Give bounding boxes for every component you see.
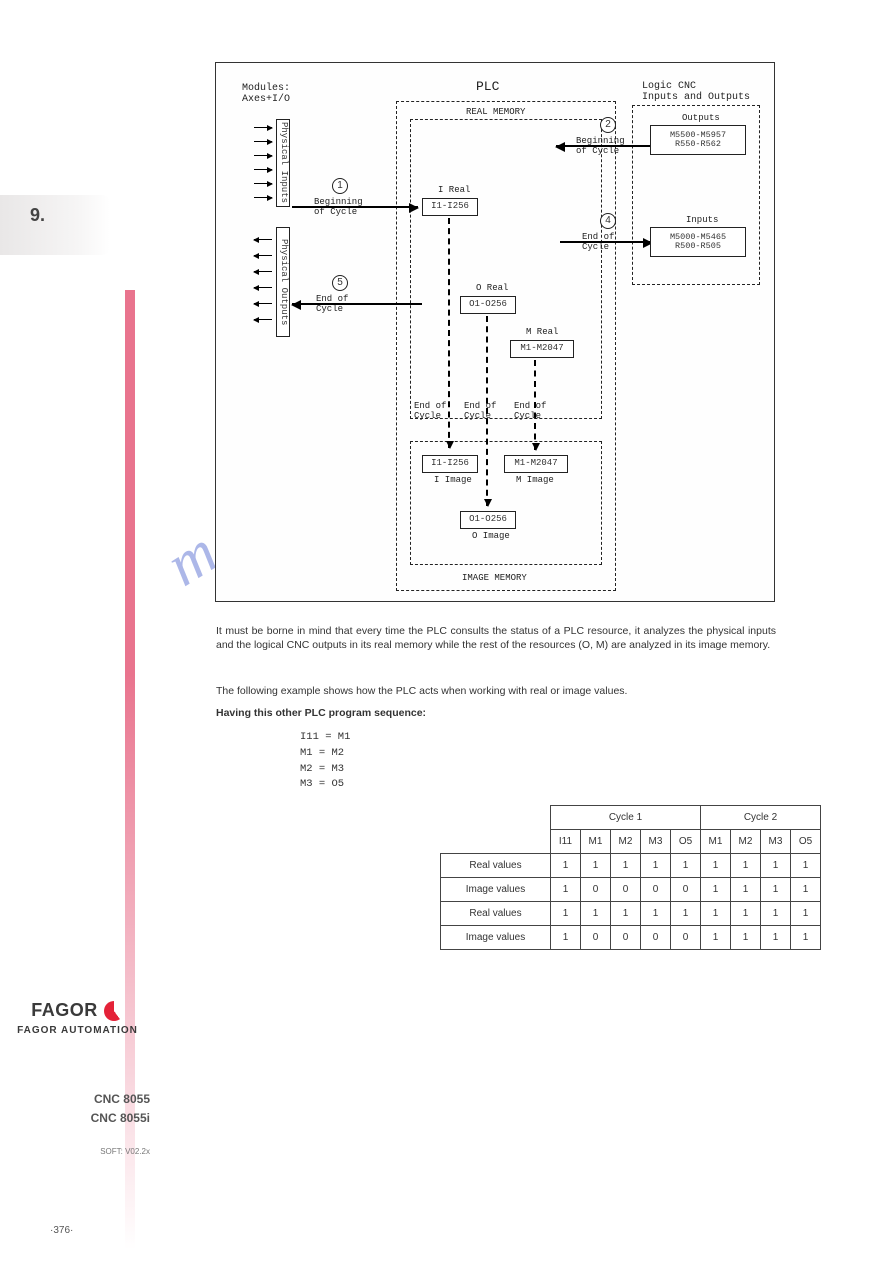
m-real-box: M1-M2047 — [510, 340, 574, 358]
input-arrow — [254, 197, 272, 198]
physical-outputs-label: Physical Outputs — [278, 239, 288, 325]
seq-line: M3 = O5 — [300, 777, 500, 793]
real-memory-label: REAL MEMORY — [466, 107, 525, 117]
physical-outputs-strip: Physical Outputs — [276, 227, 290, 337]
footer-info: CNC 8055 CNC 8055i SOFT: V02.2x — [0, 1090, 150, 1159]
m-real-label: M Real — [526, 327, 558, 337]
arrow-step1 — [292, 206, 418, 208]
logic-cnc-label: Logic CNCInputs and Outputs — [642, 81, 750, 103]
seq-line: I11 = M1 — [300, 730, 500, 746]
plc-figure: Modules:Axes+I/O PLC Logic CNCInputs and… — [215, 62, 775, 602]
brand-swirl-icon — [104, 1001, 124, 1021]
m-image-box: M1-M2047 — [504, 455, 568, 473]
table-row: Real values 11111 1111 — [441, 854, 821, 878]
inputs-label: Inputs — [686, 215, 718, 225]
step-2-marker: 2 — [600, 117, 616, 133]
i-image-box: I1-I256 — [422, 455, 478, 473]
output-arrow — [254, 303, 272, 304]
o-real-box: O1-O256 — [460, 296, 516, 314]
input-arrow — [254, 169, 272, 170]
footer-line2: CNC 8055i — [0, 1109, 150, 1128]
modules-label: Modules:Axes+I/O — [242, 83, 290, 105]
table-subheader-row: I11 M1 M2 M3 O5 M1 M2 M3 O5 — [441, 830, 821, 854]
cycle2-header: Cycle 2 — [701, 806, 821, 830]
seq-line: M1 = M2 — [300, 746, 500, 762]
physical-inputs-label: Physical Inputs — [278, 122, 288, 203]
arrow-step5 — [292, 303, 422, 305]
output-arrow — [254, 271, 272, 272]
paragraph-2: The following example shows how the PLC … — [216, 684, 776, 698]
table-row: Image values 10000 1111 — [441, 926, 821, 950]
code-sequence: I11 = M1 M1 = M2 M2 = M3 M3 = O5 — [300, 730, 500, 793]
input-arrow — [254, 141, 272, 142]
step-1-marker: 1 — [332, 178, 348, 194]
o-image-box: O1-O256 — [460, 511, 516, 529]
i-real-box: I1-I256 — [422, 198, 478, 216]
input-arrow — [254, 183, 272, 184]
i-image-label: I Image — [434, 475, 472, 485]
step-5-marker: 5 — [332, 275, 348, 291]
eoc-label-2: End ofCycle — [464, 401, 496, 421]
footer-line1: CNC 8055 — [0, 1090, 150, 1109]
output-arrow — [254, 255, 272, 256]
arrow-i-down — [448, 218, 450, 448]
arrow-step2 — [556, 145, 652, 147]
physical-inputs-strip: Physical Inputs — [276, 119, 290, 207]
input-arrow — [254, 127, 272, 128]
chapter-number: 9. — [30, 205, 45, 226]
cycle1-header: Cycle 1 — [551, 806, 701, 830]
outputs-label: Outputs — [682, 113, 720, 123]
o-real-label: O Real — [476, 283, 508, 293]
i-real-label: I Real — [438, 185, 470, 195]
paragraph-1: It must be borne in mind that every time… — [216, 624, 776, 652]
o-image-label: O Image — [472, 531, 510, 541]
page-number: ·376· — [50, 1225, 73, 1236]
outputs-box: M5500-M5957R550-R562 — [650, 125, 746, 155]
footer-soft: SOFT: V02.2x — [0, 1146, 150, 1159]
image-memory-label: IMAGE MEMORY — [462, 573, 527, 583]
eoc-label-1: End ofCycle — [414, 401, 446, 421]
table-row: Image values 10000 1111 — [441, 878, 821, 902]
output-arrow — [254, 239, 272, 240]
brand-subtitle: FAGOR AUTOMATION — [0, 1025, 155, 1036]
output-arrow — [254, 319, 272, 320]
chapter-tab: 9. — [0, 195, 110, 255]
paragraph-3: Having this other PLC program sequence: — [216, 706, 776, 720]
input-arrow — [254, 155, 272, 156]
output-arrow — [254, 287, 272, 288]
cycle-table: Cycle 1 Cycle 2 I11 M1 M2 M3 O5 M1 M2 M3… — [440, 805, 821, 950]
step-4-marker: 4 — [600, 213, 616, 229]
brand-text: FAGOR — [31, 1000, 98, 1021]
plc-title: PLC — [476, 79, 499, 94]
brand-row: FAGOR — [31, 1000, 124, 1021]
table-header-row: Cycle 1 Cycle 2 — [441, 806, 821, 830]
eoc-label-3: End ofCycle — [514, 401, 546, 421]
fagor-logo: FAGOR FAGOR AUTOMATION — [0, 1000, 155, 1036]
inputs-box: M5000-M5465R500-R505 — [650, 227, 746, 257]
arrow-step4 — [560, 241, 652, 243]
m-image-label: M Image — [516, 475, 554, 485]
table-row: Real values 11111 1111 — [441, 902, 821, 926]
real-memory-box — [410, 119, 602, 419]
seq-line: M2 = M3 — [300, 762, 500, 778]
